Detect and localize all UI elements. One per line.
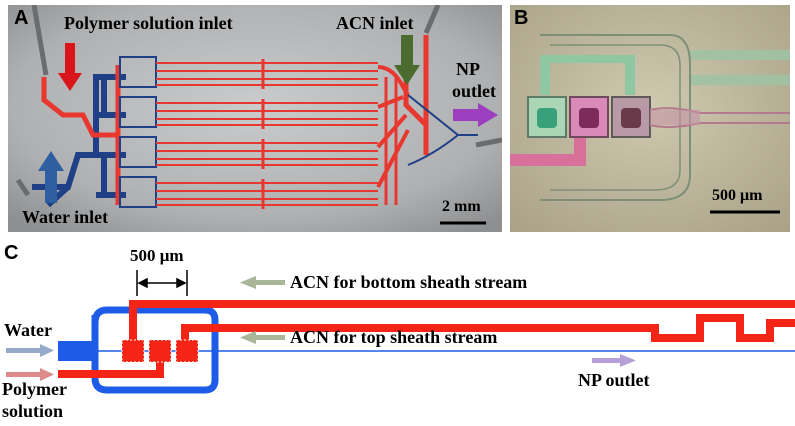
panel-a-arrows [38, 35, 498, 225]
panel-a-letter: A [14, 7, 29, 29]
microscope-image [510, 5, 790, 232]
polymer-inlet-label: Polymer solution inlet [64, 13, 233, 33]
dimension-marker [136, 270, 188, 296]
inlet-needles [15, 5, 502, 197]
acn-top-arrow [240, 331, 285, 344]
acn-inlet-label: ACN inlet [336, 13, 414, 33]
polymer-arrow [6, 368, 54, 381]
np-outlet-label-1: NP [456, 59, 480, 79]
water-inlet-label: Water inlet [22, 207, 109, 227]
np-outlet-arrow [453, 103, 498, 127]
mixing-squares [121, 339, 199, 363]
panel-a: A Polymer solution inlet ACN inlet NP ou… [8, 5, 502, 232]
acn-bottom-label: ACN for bottom sheath stream [290, 272, 528, 292]
np-outlet-label-2: outlet [452, 81, 496, 101]
acn-bottom-arrow [240, 276, 285, 289]
sheath-chamber [91, 306, 219, 394]
panel-b: B 500 μm [510, 5, 790, 232]
panel-c: C 500 μm ACN for bottom sheath stream AC… [0, 238, 795, 426]
scale-label-b: 500 μm [712, 187, 763, 204]
water-arrow [6, 344, 54, 357]
water-inlet-arrow [38, 151, 64, 203]
channel-units [119, 56, 378, 209]
polymer-inlet-channel [58, 358, 164, 378]
schematic-diagram [6, 270, 795, 394]
np-outlet-label-c: NP outlet [578, 370, 650, 390]
polymer-inlet-arrow [58, 43, 82, 91]
water-inlet-channel [58, 341, 98, 361]
panel-b-letter: B [514, 7, 529, 29]
water-label: Water [4, 320, 52, 340]
polymer-label-2: solution [2, 401, 64, 421]
acn-top-channel [181, 314, 795, 343]
acn-bottom-channel [129, 300, 795, 343]
np-outlet-arrow-c [592, 354, 636, 367]
panel-c-letter: C [4, 242, 19, 264]
microfluidic-chip-photo [8, 5, 502, 232]
dimension-label: 500 μm [130, 246, 184, 265]
acn-top-label: ACN for top sheath stream [290, 327, 498, 347]
polymer-label-1: Polymer [2, 379, 67, 399]
scale-label-a: 2 mm [442, 198, 481, 215]
acn-inlet-arrow [394, 35, 420, 85]
chip-channel-network [32, 35, 478, 209]
